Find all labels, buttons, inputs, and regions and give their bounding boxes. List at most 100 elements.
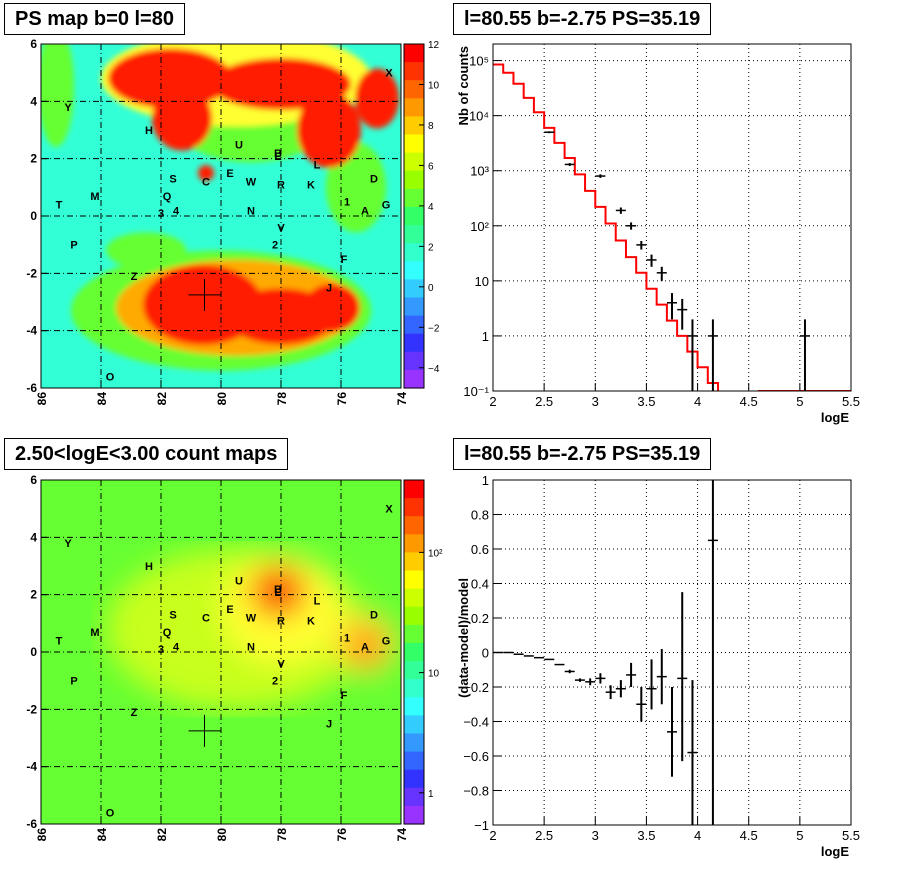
y-tick-label: 10⁵	[469, 54, 489, 69]
x-tick-label: 80	[215, 828, 229, 842]
colorbar-swatch	[404, 624, 424, 644]
source-label: W	[246, 613, 257, 625]
colorbar-swatch	[404, 206, 424, 226]
green-patch	[106, 232, 186, 269]
source-label: H	[145, 561, 153, 573]
x-axis-label: logE	[821, 844, 849, 859]
colorbar-swatch	[404, 351, 424, 371]
colorbar-tick-label: 10	[428, 669, 440, 680]
y-tick-label: 0.2	[471, 611, 489, 626]
colorbar-tick-label: 10²	[428, 548, 443, 559]
colorbar-swatch	[404, 661, 424, 680]
colorbar-swatch	[404, 297, 424, 317]
source-label: N	[247, 641, 255, 653]
source-label: U	[235, 139, 243, 151]
source-label: 2	[272, 676, 278, 688]
x-axis-label: logE	[821, 410, 849, 425]
y-tick-label: 0	[482, 646, 489, 661]
spectrum-title: l=80.55 b=-2.75 PS=35.19	[453, 3, 712, 35]
colorbar-swatch	[404, 170, 424, 190]
x-tick-label: 4	[694, 394, 701, 409]
source-label: E	[274, 587, 281, 599]
y-tick-label: −1	[474, 818, 489, 833]
colorbar-swatch	[404, 44, 424, 63]
y-tick-label: -6	[26, 381, 37, 395]
colorbar-tick-label: 6	[428, 161, 434, 172]
y-tick-label: 10⁴	[469, 109, 489, 124]
colorbar-swatch	[404, 261, 424, 280]
y-tick-label: 6	[30, 37, 37, 51]
source-label: Q	[163, 191, 172, 203]
source-label: P	[70, 240, 77, 252]
colorbar-swatch	[404, 715, 424, 735]
colorbar-swatch	[404, 225, 424, 244]
x-tick-label: 3.5	[637, 828, 655, 843]
colorbar-tick-label: 10	[428, 80, 440, 91]
source-core	[359, 640, 371, 653]
colorbar-swatch	[404, 787, 424, 807]
x-tick-label: 74	[395, 392, 409, 406]
colorbar-swatch	[404, 116, 424, 136]
colorbar-swatch	[404, 279, 424, 299]
red-region	[152, 86, 212, 151]
source-label: S	[169, 610, 176, 622]
colorbar-swatch	[404, 369, 424, 389]
source-label: D	[370, 610, 378, 622]
colorbar-swatch	[404, 697, 424, 716]
x-tick-label: 2	[489, 828, 496, 843]
x-tick-label: 5	[796, 828, 803, 843]
source-label: V	[277, 222, 285, 234]
red-region	[297, 92, 361, 168]
x-tick-label: 74	[395, 828, 409, 842]
y-tick-label: -2	[26, 266, 37, 280]
source-label: H	[145, 125, 153, 137]
source-label: X	[385, 504, 393, 516]
source-label: O	[106, 372, 115, 384]
colorbar-tick-label: 4	[428, 202, 434, 213]
y-tick-label: 4	[30, 94, 37, 108]
x-tick-label: 2.5	[535, 394, 553, 409]
colorbar-swatch	[404, 243, 424, 262]
residual-title: l=80.55 b=-2.75 PS=35.19	[453, 438, 712, 470]
source-label: X	[385, 68, 393, 80]
x-tick-label: 4	[694, 828, 701, 843]
colorbar-swatch	[404, 315, 424, 335]
colorbar-swatch	[404, 152, 424, 172]
x-tick-label: 3	[592, 394, 599, 409]
x-tick-label: 2	[489, 394, 496, 409]
red-region	[304, 283, 360, 332]
colorbar-tick-label: 2	[428, 242, 434, 253]
source-label: 1	[344, 633, 350, 645]
colorbar-tick-label: −2	[428, 323, 440, 334]
count-map-title: 2.50<logE<3.00 count maps	[4, 438, 289, 470]
colorbar-tick-label: 1	[428, 789, 434, 800]
model-step-line	[493, 63, 851, 391]
colorbar-swatch	[404, 134, 424, 154]
x-tick-label: 80	[215, 392, 229, 406]
y-tick-label: 10³	[470, 164, 489, 179]
y-tick-label: 0	[30, 209, 37, 223]
source-label: T	[56, 200, 63, 212]
source-label: K	[307, 615, 315, 627]
x-tick-label: 5.5	[842, 828, 860, 843]
colorbar-swatch	[404, 480, 424, 499]
x-tick-label: 76	[335, 392, 349, 406]
source-label: C	[202, 613, 210, 625]
colorbar-swatch	[404, 570, 424, 590]
y-tick-label: −0.2	[463, 680, 489, 695]
colorbar-swatch	[404, 733, 424, 753]
y-tick-label: -4	[26, 324, 37, 338]
y-tick-label: 10	[475, 274, 489, 289]
colorbar-swatch	[404, 606, 424, 626]
source-label: G	[382, 200, 391, 212]
colorbar-swatch	[404, 498, 424, 517]
source-label: Y	[64, 102, 72, 114]
source-label: C	[202, 177, 210, 189]
source-label: M	[90, 191, 99, 203]
source-label: N	[247, 205, 255, 217]
source-label: T	[56, 636, 63, 648]
y-tick-label: 2	[30, 152, 37, 166]
y-tick-label: -4	[26, 760, 37, 774]
